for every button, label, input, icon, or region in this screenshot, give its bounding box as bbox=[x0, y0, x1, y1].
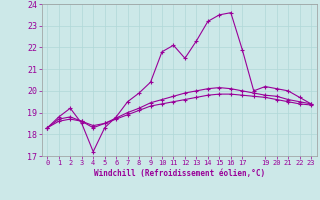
X-axis label: Windchill (Refroidissement éolien,°C): Windchill (Refroidissement éolien,°C) bbox=[94, 169, 265, 178]
